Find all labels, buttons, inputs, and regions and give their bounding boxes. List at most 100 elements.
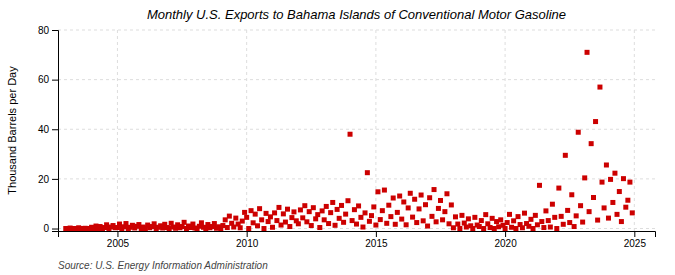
point bbox=[630, 210, 635, 215]
x-axis-tick-mark bbox=[376, 231, 377, 237]
y-axis-tick-mark bbox=[52, 80, 58, 81]
point bbox=[453, 214, 458, 219]
point bbox=[606, 216, 611, 221]
point bbox=[408, 191, 413, 196]
point bbox=[531, 226, 536, 231]
point bbox=[597, 85, 602, 90]
point bbox=[257, 206, 262, 211]
point bbox=[576, 130, 581, 135]
point bbox=[543, 208, 548, 213]
point bbox=[238, 225, 243, 230]
point bbox=[320, 208, 325, 213]
y-axis-tick: 40 bbox=[38, 124, 58, 135]
point bbox=[350, 218, 355, 223]
grid-line-x bbox=[246, 30, 247, 231]
point bbox=[492, 226, 497, 231]
point bbox=[285, 207, 290, 212]
x-axis-tick: 2025 bbox=[624, 231, 647, 249]
point bbox=[360, 225, 365, 230]
point bbox=[423, 202, 428, 207]
point bbox=[302, 203, 307, 208]
x-axis: 20052010201520202025 bbox=[59, 231, 656, 249]
grid-line-x bbox=[634, 30, 635, 231]
point bbox=[343, 212, 348, 217]
point bbox=[457, 226, 462, 231]
point bbox=[384, 221, 389, 226]
point bbox=[496, 224, 501, 229]
annotation: Source: U.S. Energy Information Administ… bbox=[58, 260, 268, 271]
point bbox=[378, 217, 383, 222]
point bbox=[470, 226, 475, 231]
x-axis-tick-mark bbox=[247, 231, 248, 237]
point bbox=[322, 217, 327, 222]
point bbox=[615, 212, 620, 217]
y-axis-line bbox=[52, 31, 59, 232]
point bbox=[330, 200, 335, 205]
point bbox=[464, 225, 469, 230]
point bbox=[337, 216, 342, 221]
x-axis-tick-label: 2005 bbox=[107, 238, 130, 249]
point bbox=[363, 210, 368, 215]
point bbox=[472, 215, 477, 220]
point bbox=[490, 216, 495, 221]
x-axis-tick-label: 2015 bbox=[365, 238, 388, 249]
point bbox=[259, 217, 264, 222]
x-axis-tick: 2005 bbox=[107, 231, 130, 249]
point bbox=[546, 218, 551, 223]
point bbox=[429, 214, 434, 219]
point bbox=[304, 219, 309, 224]
point bbox=[317, 225, 322, 230]
grid-line-x bbox=[117, 30, 118, 231]
point bbox=[479, 218, 484, 223]
point bbox=[563, 153, 568, 158]
point bbox=[167, 226, 172, 231]
x-axis-tick: 2010 bbox=[236, 231, 259, 249]
point bbox=[291, 209, 296, 214]
y-axis-tick-mark bbox=[52, 229, 58, 230]
point bbox=[397, 194, 402, 199]
title: Monthly U.S. Exports to Bahama Islands o… bbox=[147, 7, 566, 22]
point bbox=[522, 211, 527, 216]
point bbox=[348, 132, 353, 137]
point bbox=[561, 222, 566, 227]
point bbox=[511, 218, 516, 223]
point bbox=[578, 203, 583, 208]
point bbox=[591, 195, 596, 200]
y-axis-tick-mark bbox=[52, 179, 58, 180]
point bbox=[220, 223, 225, 228]
grid-line-x bbox=[375, 30, 376, 231]
point bbox=[541, 225, 546, 230]
point bbox=[419, 193, 424, 198]
point bbox=[459, 213, 464, 218]
point bbox=[587, 209, 592, 214]
point bbox=[556, 186, 561, 191]
point bbox=[399, 217, 404, 222]
y-axis-tick-label: 60 bbox=[38, 74, 50, 85]
point bbox=[451, 225, 456, 230]
point bbox=[386, 203, 391, 208]
y-axis-tick-label: 40 bbox=[38, 124, 50, 135]
grid-line-y bbox=[58, 129, 655, 130]
y-axis-title: Thousand Barrels per Day bbox=[6, 66, 18, 195]
point bbox=[447, 221, 452, 226]
point bbox=[483, 212, 488, 217]
x-axis-line bbox=[59, 232, 656, 238]
point bbox=[481, 226, 486, 231]
x-axis-tick-label: 2025 bbox=[624, 238, 647, 249]
point bbox=[345, 198, 350, 203]
point bbox=[528, 217, 533, 222]
point bbox=[438, 198, 443, 203]
grid bbox=[58, 30, 655, 231]
point bbox=[610, 200, 615, 205]
point bbox=[425, 224, 430, 229]
point bbox=[623, 205, 628, 210]
point bbox=[574, 213, 579, 218]
point bbox=[375, 189, 380, 194]
plot: 20052010201520202025020406080 bbox=[38, 25, 656, 249]
point bbox=[550, 202, 555, 207]
point bbox=[356, 203, 361, 208]
point bbox=[565, 208, 570, 213]
point bbox=[434, 219, 439, 224]
point bbox=[436, 206, 441, 211]
x-axis-tick-label: 2010 bbox=[236, 238, 259, 249]
